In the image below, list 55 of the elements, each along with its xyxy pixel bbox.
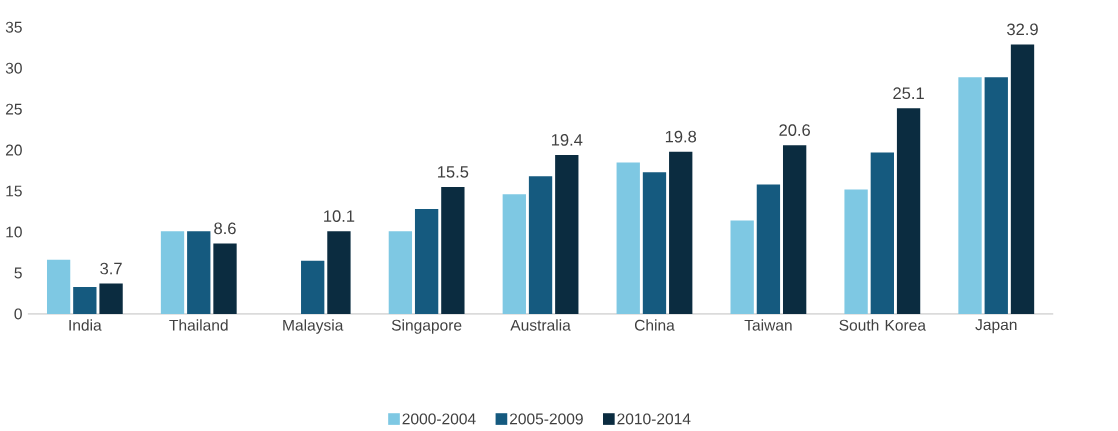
legend-label: 2000-2004 (402, 413, 476, 425)
y-tick-label: 0 (14, 308, 22, 320)
x-tick-label: South Korea (839, 319, 926, 331)
x-tick-label: Australia (510, 319, 571, 331)
y-tick-label: 30 (5, 62, 22, 74)
x-tick-label: Taiwan (744, 319, 792, 331)
data-label: 19.4 (551, 134, 583, 146)
y-tick-label: 10 (6, 226, 22, 238)
data-label: 25.1 (893, 87, 924, 100)
bar (502, 194, 526, 315)
x-tick-label: India (69, 319, 102, 331)
bar (528, 176, 553, 315)
bar (301, 260, 325, 315)
bar (46, 260, 71, 315)
bar (756, 184, 781, 315)
bar (187, 231, 211, 315)
bar (441, 187, 465, 315)
x-tick-label: Malaysia (283, 319, 344, 335)
x-tick-label: Thailand (169, 319, 228, 331)
y-tick-label: 20 (5, 144, 22, 156)
bar (388, 231, 413, 315)
bar (958, 77, 982, 315)
bar (642, 172, 667, 315)
legend-label: 2010-2014 (617, 413, 691, 425)
bar (844, 189, 868, 315)
bar (984, 77, 1008, 315)
y-tick-label: 15 (6, 185, 22, 197)
data-label: 8.6 (214, 222, 236, 235)
data-label: 19.8 (665, 131, 697, 143)
bar (1010, 44, 1035, 315)
bar (327, 231, 351, 315)
bar (99, 283, 123, 315)
x-tick-label: Japan (975, 319, 1017, 334)
data-label: 3.7 (100, 262, 122, 275)
data-label: 20.6 (779, 124, 810, 137)
bar (414, 209, 439, 315)
bar (730, 220, 754, 315)
bar (73, 287, 97, 315)
bar (213, 243, 237, 315)
bar (896, 108, 921, 315)
data-label: 32.9 (1007, 23, 1038, 36)
bar (555, 155, 579, 315)
y-tick-label: 25 (5, 103, 22, 115)
y-tick-label: 35 (5, 21, 22, 33)
x-tick-label: Singapore (391, 319, 462, 335)
bar (160, 231, 185, 315)
bar (870, 152, 894, 315)
data-label: 10.1 (324, 210, 355, 223)
x-tick-label: China (634, 319, 675, 331)
bar (669, 151, 693, 315)
y-tick-label: 5 (14, 267, 22, 279)
legend-label: 2005-2009 (509, 413, 583, 425)
bar (782, 145, 807, 315)
data-label: 15.5 (438, 166, 469, 178)
bar (616, 162, 640, 315)
